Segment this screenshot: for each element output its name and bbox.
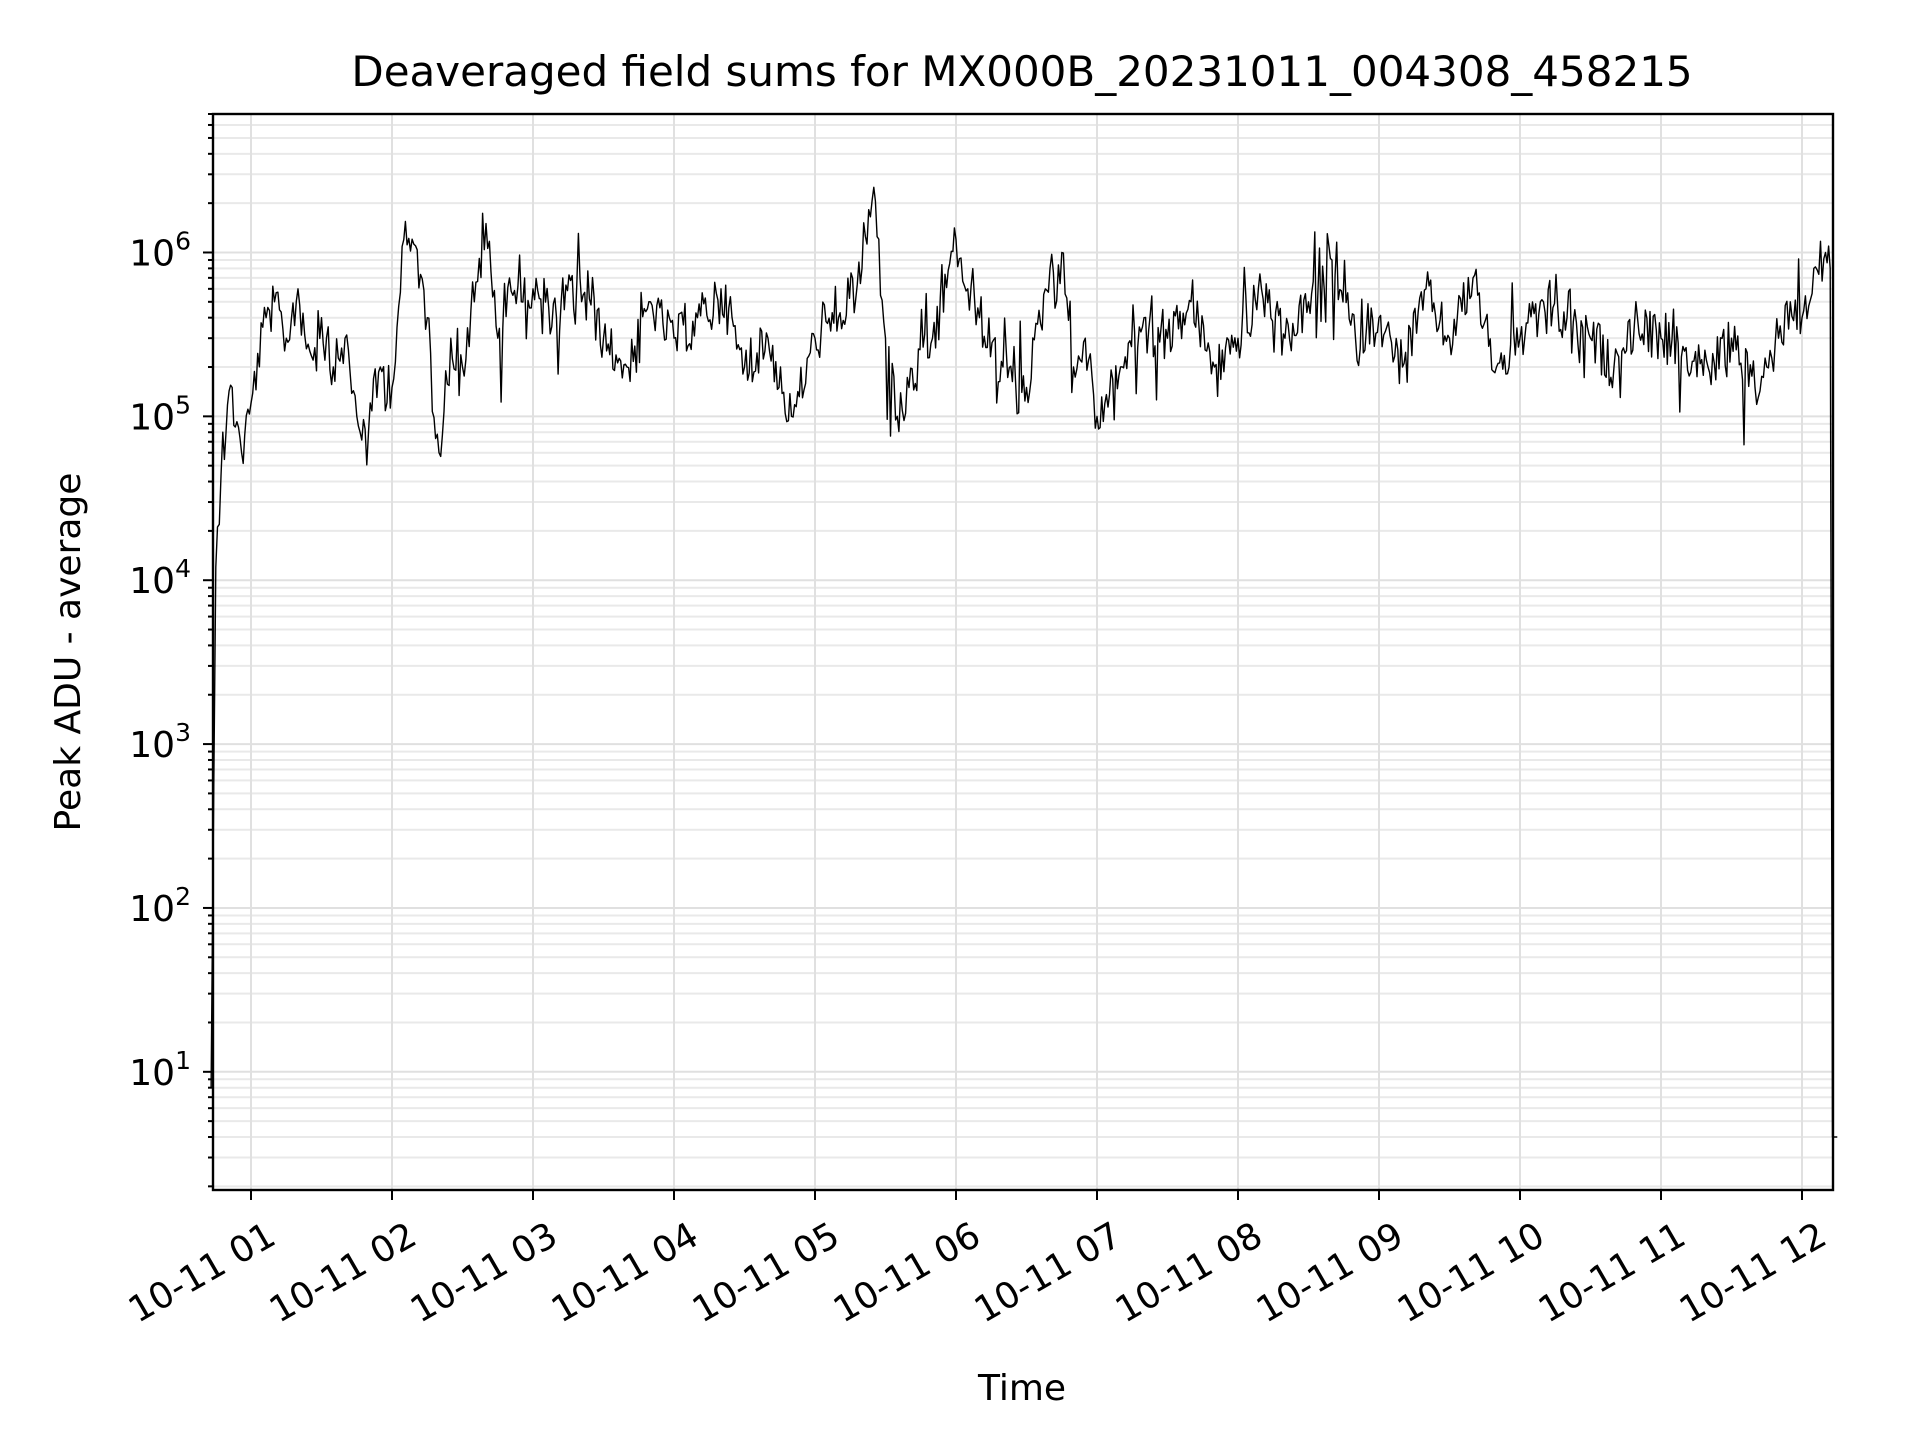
grid (213, 113, 1833, 1190)
y-tick-label: 103 (129, 718, 191, 766)
x-axis-label: Time (977, 1368, 1066, 1409)
y-tick-label: 102 (129, 882, 191, 930)
series-line (210, 186, 1838, 1138)
y-axis: 101 102 103 104 105 106 (129, 113, 213, 1188)
chart-title: Deaveraged field sums for MX000B_2023101… (351, 47, 1692, 96)
plot-frame (211, 112, 1835, 1192)
y-tick-label: 104 (129, 554, 191, 602)
y-tick-label: 101 (129, 1046, 191, 1094)
y-axis-label: Peak ADU - average (48, 473, 89, 832)
y-tick-label: 105 (129, 390, 191, 438)
y-tick-label: 106 (129, 226, 191, 274)
